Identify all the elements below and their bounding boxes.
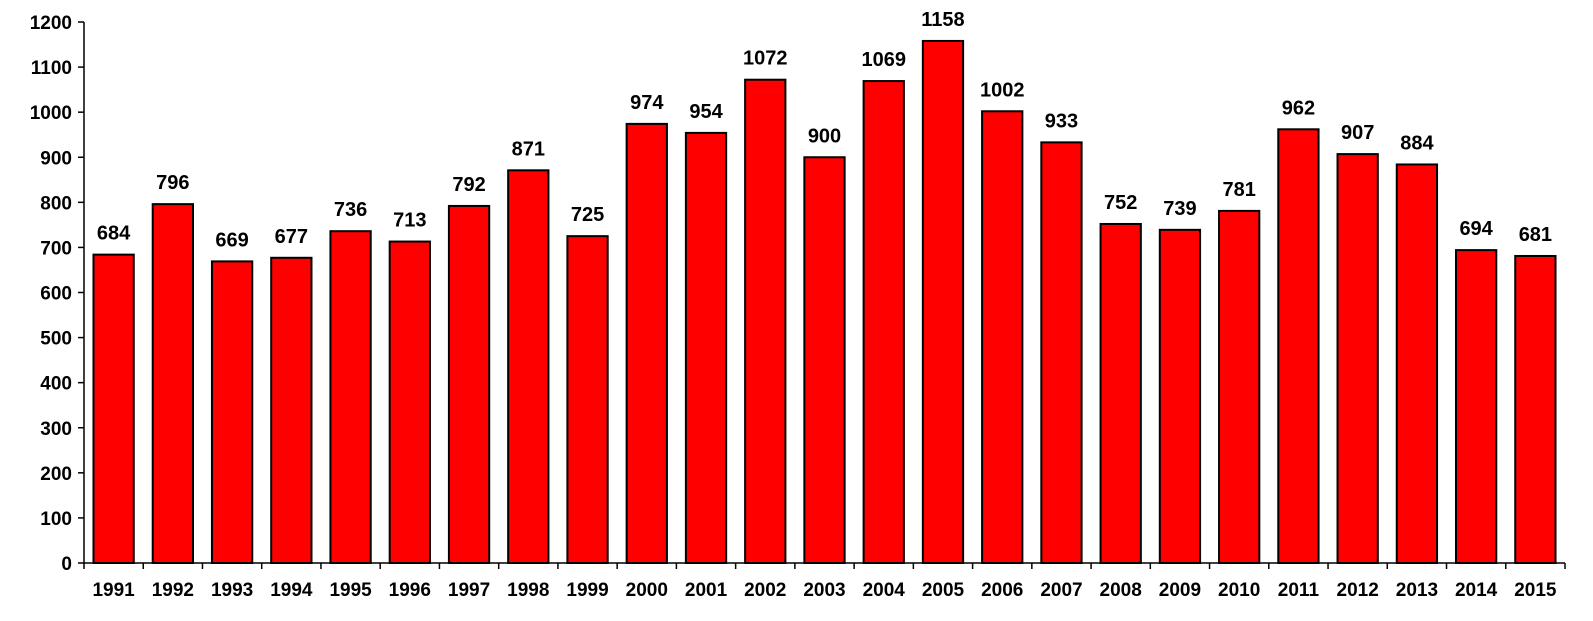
bars: [92, 39, 1557, 565]
bar: [447, 204, 491, 564]
data-label: 871: [512, 138, 545, 160]
x-tick-label: 2005: [922, 580, 965, 601]
data-label: 677: [275, 226, 308, 248]
y-tick-label: 400: [40, 374, 72, 395]
data-label: 974: [630, 92, 664, 114]
data-label: 1002: [980, 79, 1025, 101]
data-label: 907: [1341, 122, 1374, 144]
x-tick-label: 2010: [1218, 580, 1260, 601]
y-tick-label: 300: [40, 419, 72, 440]
bar: [210, 260, 254, 564]
y-tick-label: 0: [61, 554, 72, 575]
bar: [388, 240, 431, 564]
bar: [1395, 163, 1439, 564]
bar: [1277, 128, 1320, 564]
x-tick-label: 2008: [1100, 580, 1142, 601]
x-tick-label: 1992: [152, 580, 194, 601]
x-axis: 1991 1992 1993 1994 1995 1996 1997 1998 1999 2000…: [83, 562, 1566, 601]
bar: [1158, 228, 1202, 564]
bar: [151, 203, 195, 565]
y-tick-label: 500: [40, 329, 72, 350]
x-tick-label: 2014: [1455, 580, 1498, 601]
data-label: 781: [1222, 179, 1255, 201]
x-tick-label: 2012: [1337, 580, 1379, 601]
data-label: 962: [1282, 97, 1315, 119]
data-label: 1069: [861, 49, 906, 71]
y-tick-label: 200: [40, 464, 72, 485]
y-tick-label: 1100: [31, 58, 72, 79]
bar: [803, 156, 846, 564]
data-label: 684: [97, 223, 131, 245]
x-tick-label: 2013: [1396, 580, 1438, 601]
x-tick-label: 2006: [981, 580, 1023, 601]
x-tick-label: 2015: [1514, 580, 1557, 601]
x-tick-label: 1991: [92, 580, 135, 601]
bar: [921, 39, 965, 565]
y-tick-label: 800: [40, 193, 72, 214]
x-tick-label: 2009: [1159, 580, 1201, 601]
bar: [92, 253, 135, 564]
x-tick-label: 1997: [448, 580, 490, 601]
x-tick-label: 1996: [389, 580, 431, 601]
bar: [1099, 222, 1142, 564]
y-tick-label: 1000: [30, 103, 72, 124]
bar: [507, 169, 550, 565]
x-tick-label: 1999: [566, 580, 608, 601]
y-tick-label: 700: [40, 238, 72, 259]
bar: [862, 80, 905, 564]
data-label: 681: [1519, 224, 1552, 246]
data-labels: 684 796 669 677 736 713 792 871 725 974 954 1072 900…: [97, 9, 1552, 251]
data-label: 739: [1163, 198, 1196, 220]
bar: [684, 131, 728, 564]
x-tick-label: 1993: [211, 580, 253, 601]
data-label: 736: [334, 199, 367, 221]
bar: [625, 122, 668, 564]
x-tick-label: 1995: [329, 580, 372, 601]
data-label: 752: [1104, 192, 1137, 214]
data-label: 796: [156, 172, 189, 194]
x-tick-label: 2004: [863, 580, 906, 601]
data-label: 954: [689, 101, 723, 123]
bar: [329, 230, 372, 564]
x-tick-label: 2002: [744, 580, 786, 601]
y-tick-label: 1200: [30, 13, 72, 34]
x-tick-label: 2000: [626, 580, 668, 601]
data-label: 792: [452, 174, 485, 196]
bar: [1218, 209, 1261, 564]
x-tick-label: 2001: [685, 580, 728, 601]
bar: [270, 256, 313, 564]
data-label: 884: [1400, 132, 1434, 154]
y-axis: 0 100 200 300 400 500 600 700 800 900 1000 1100 1200: [30, 13, 85, 575]
data-label: 669: [215, 229, 248, 251]
data-label: 713: [393, 210, 426, 232]
x-tick-label: 2003: [803, 580, 845, 601]
bar: [981, 110, 1024, 564]
data-label: 725: [571, 204, 604, 226]
y-tick-label: 900: [40, 148, 72, 169]
data-label: 933: [1045, 110, 1078, 132]
data-label: 900: [808, 125, 841, 147]
y-tick-label: 600: [40, 284, 72, 305]
x-tick-label: 2007: [1040, 580, 1082, 601]
bar: [1454, 249, 1498, 564]
y-tick-label: 100: [40, 509, 72, 530]
data-label: 694: [1459, 218, 1493, 240]
data-label: 1072: [743, 48, 788, 70]
bar: [1336, 153, 1379, 564]
bar: [744, 78, 787, 564]
bar: [566, 235, 609, 564]
x-tick-label: 1998: [507, 580, 549, 601]
bar: [1514, 254, 1557, 564]
x-tick-label: 1994: [270, 580, 313, 601]
data-label: 1158: [921, 9, 964, 31]
bar: [1040, 141, 1083, 564]
x-tick-label: 2011: [1278, 580, 1320, 601]
